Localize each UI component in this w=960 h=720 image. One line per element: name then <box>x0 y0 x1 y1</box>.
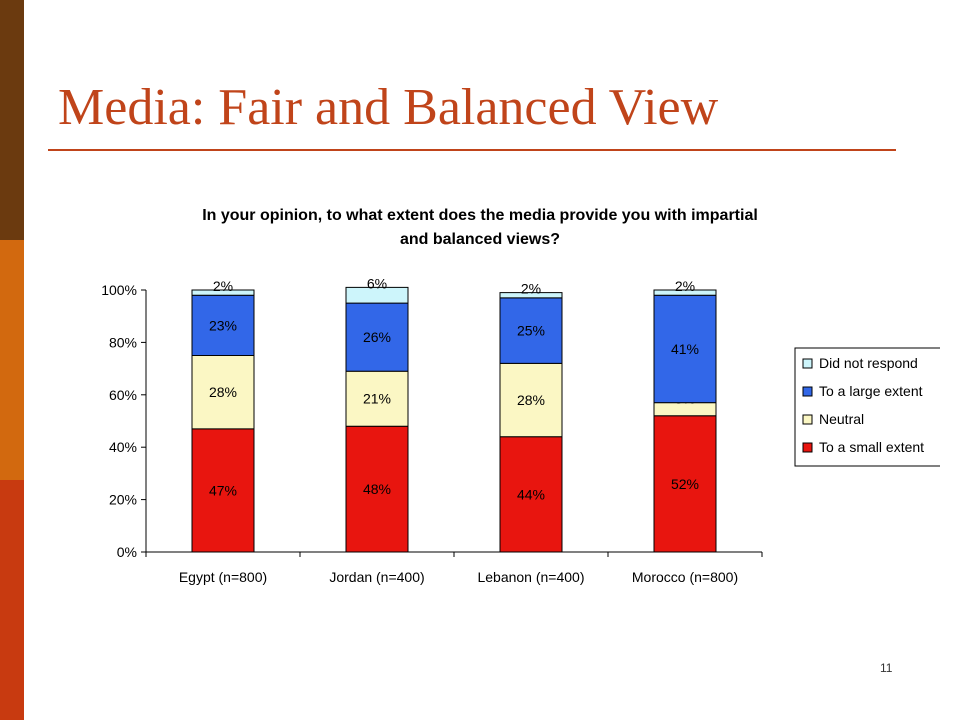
data-label: 52% <box>671 476 699 492</box>
bar-segment <box>499 297 563 364</box>
bar-segment <box>345 302 409 372</box>
bar-segment <box>345 370 409 427</box>
y-tick-label: 100% <box>101 282 137 298</box>
bar-segment <box>345 286 409 304</box>
chart-legend: Did not respond To a large extent Neutral T… <box>794 347 940 467</box>
data-label: 2% <box>521 281 541 297</box>
bar-segment <box>345 425 409 553</box>
x-tick-label: Morocco (n=800) <box>632 569 738 585</box>
legend-item: To a small extent <box>802 439 924 455</box>
data-label: 25% <box>517 323 545 339</box>
legend-label: Did not respond <box>819 355 918 371</box>
side-bar-top <box>0 0 24 240</box>
data-label: 44% <box>517 486 545 502</box>
legend-box <box>794 347 940 467</box>
bar-segment <box>191 289 255 296</box>
bar-segment <box>653 289 717 296</box>
legend-swatch <box>802 414 813 425</box>
data-label: 48% <box>363 481 391 497</box>
legend-swatch <box>802 358 813 369</box>
data-label: 23% <box>209 317 237 333</box>
side-bar-middle <box>0 240 24 480</box>
data-label: 21% <box>363 391 391 407</box>
slide-title: Media: Fair and Balanced View <box>58 79 719 136</box>
y-tick-label: 20% <box>109 492 137 508</box>
side-bar-bottom <box>0 480 24 720</box>
legend-swatch <box>802 386 813 397</box>
data-label: 28% <box>209 384 237 400</box>
title-divider <box>48 149 896 151</box>
bar-segment <box>499 292 563 299</box>
x-axis: Egypt (n=800) Jordan (n=400) Lebanon (n=40… <box>145 551 763 585</box>
y-tick-label: 0% <box>117 544 137 560</box>
y-tick-label: 40% <box>109 439 137 455</box>
bar-stack: 48% 21% 26% 6% <box>345 275 409 553</box>
y-tick-label: 80% <box>109 334 137 350</box>
chart-title-line: In your opinion, to what extent does the… <box>202 207 758 224</box>
legend-label: Neutral <box>819 411 864 427</box>
stacked-bar-chart: In your opinion, to what extent does the… <box>101 207 940 585</box>
data-label: 2% <box>213 278 233 294</box>
data-label: 6% <box>367 275 387 291</box>
data-label: 41% <box>671 341 699 357</box>
data-label: 26% <box>363 329 391 345</box>
bar-segment <box>499 436 563 553</box>
bar-stack: 44% 28% 25% 2% <box>499 281 563 553</box>
x-tick-label: Jordan (n=400) <box>329 569 424 585</box>
legend-item: Neutral <box>802 411 864 427</box>
page-number: 11 <box>880 661 893 675</box>
bar-stack: 47% 28% 23% 2% <box>191 278 255 553</box>
legend-item: Did not respond <box>802 355 918 371</box>
legend-swatch <box>802 442 813 453</box>
bar-segment <box>191 294 255 356</box>
chart-title: In your opinion, to what extent does the… <box>202 207 758 248</box>
x-tick-label: Lebanon (n=400) <box>477 569 584 585</box>
x-tick-label: Egypt (n=800) <box>179 569 267 585</box>
bar-stack: 52%5%41%2% <box>653 278 717 553</box>
chart-title-line: and balanced views? <box>400 231 560 248</box>
bar-segment <box>653 294 717 404</box>
bar-segment <box>191 355 255 430</box>
y-tick-label: 60% <box>109 387 137 403</box>
data-label: 28% <box>517 392 545 408</box>
legend-label: To a small extent <box>819 439 924 455</box>
legend-label: To a large extent <box>819 383 923 399</box>
data-label: 47% <box>209 482 237 498</box>
bars: 47%28%23%2%48%21%26%6%44%28%25%2%52%5%41… <box>191 275 717 553</box>
y-axis: 0% 20% 40% 60% 80% 100% <box>101 282 147 560</box>
data-label: 2% <box>675 278 695 294</box>
legend-item: To a large extent <box>802 383 923 399</box>
